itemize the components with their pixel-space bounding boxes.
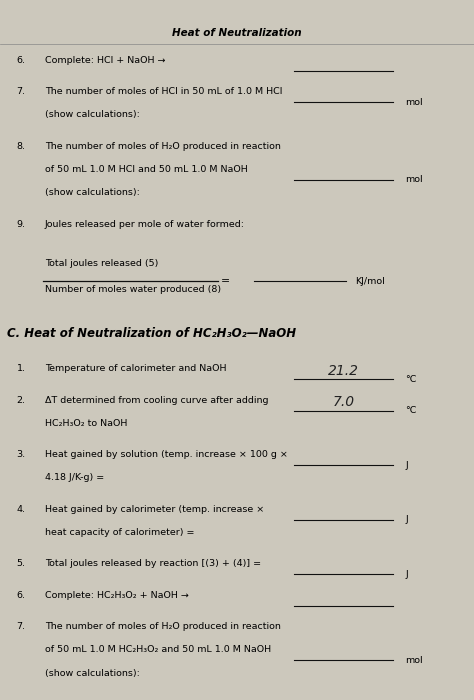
Text: 2.: 2.	[17, 395, 26, 405]
Text: °C: °C	[405, 374, 417, 384]
Text: 7.0: 7.0	[333, 395, 355, 409]
Text: Complete: HC₂H₃O₂ + NaOH →: Complete: HC₂H₃O₂ + NaOH →	[45, 591, 189, 600]
Text: Temperature of calorimeter and NaOH: Temperature of calorimeter and NaOH	[45, 364, 227, 373]
Text: 3.: 3.	[17, 450, 26, 459]
Text: Total joules released by reaction [(3) + (4)] =: Total joules released by reaction [(3) +…	[45, 559, 261, 568]
Text: 4.: 4.	[17, 505, 26, 514]
Text: J: J	[405, 515, 408, 524]
Text: Complete: HCl + NaOH →: Complete: HCl + NaOH →	[45, 56, 165, 64]
Text: Heat gained by calorimeter (temp. increase ×: Heat gained by calorimeter (temp. increa…	[45, 505, 264, 514]
Text: HC₂H₃O₂ to NaOH: HC₂H₃O₂ to NaOH	[45, 419, 128, 428]
Text: (show calculations):: (show calculations):	[45, 111, 140, 119]
Text: 6.: 6.	[17, 591, 26, 600]
Text: J: J	[405, 461, 408, 470]
Text: The number of moles of HCl in 50 mL of 1.0 M HCl: The number of moles of HCl in 50 mL of 1…	[45, 88, 283, 96]
Text: Heat gained by solution (temp. increase × 100 g ×: Heat gained by solution (temp. increase …	[45, 450, 288, 459]
Text: 8.: 8.	[17, 142, 26, 150]
Text: =: =	[220, 276, 230, 286]
Text: mol: mol	[405, 98, 423, 106]
Text: 9.: 9.	[17, 220, 26, 228]
Text: The number of moles of H₂O produced in reaction: The number of moles of H₂O produced in r…	[45, 622, 281, 631]
Text: Total joules released (5): Total joules released (5)	[45, 260, 158, 268]
Text: 7.: 7.	[17, 88, 26, 96]
Text: The number of moles of H₂O produced in reaction: The number of moles of H₂O produced in r…	[45, 142, 281, 150]
Text: heat capacity of calorimeter) =: heat capacity of calorimeter) =	[45, 528, 194, 537]
Text: 4.18 J/K-g) =: 4.18 J/K-g) =	[45, 473, 104, 482]
Text: 7.: 7.	[17, 622, 26, 631]
Text: 21.2: 21.2	[328, 363, 359, 377]
Text: mol: mol	[405, 176, 423, 184]
Text: of 50 mL 1.0 M HCl and 50 mL 1.0 M NaOH: of 50 mL 1.0 M HCl and 50 mL 1.0 M NaOH	[45, 165, 248, 174]
Text: (show calculations):: (show calculations):	[45, 668, 140, 678]
Text: Joules released per mole of water formed:: Joules released per mole of water formed…	[45, 220, 245, 228]
Text: KJ/mol: KJ/mol	[356, 277, 385, 286]
Text: (show calculations):: (show calculations):	[45, 188, 140, 197]
Text: 5.: 5.	[17, 559, 26, 568]
Text: of 50 mL 1.0 M HC₂H₃O₂ and 50 mL 1.0 M NaOH: of 50 mL 1.0 M HC₂H₃O₂ and 50 mL 1.0 M N…	[45, 645, 271, 654]
Text: Heat of Neutralization: Heat of Neutralization	[172, 28, 302, 38]
Text: Number of moles water produced (8): Number of moles water produced (8)	[45, 285, 221, 294]
Text: °C: °C	[405, 406, 417, 415]
Text: ΔT determined from cooling curve after adding: ΔT determined from cooling curve after a…	[45, 395, 269, 405]
Text: 1.: 1.	[17, 364, 26, 373]
Text: 6.: 6.	[17, 56, 26, 64]
Text: J: J	[405, 570, 408, 579]
Text: C. Heat of Neutralization of HC₂H₃O₂—NaOH: C. Heat of Neutralization of HC₂H₃O₂—NaO…	[7, 327, 296, 340]
Text: mol: mol	[405, 656, 423, 665]
